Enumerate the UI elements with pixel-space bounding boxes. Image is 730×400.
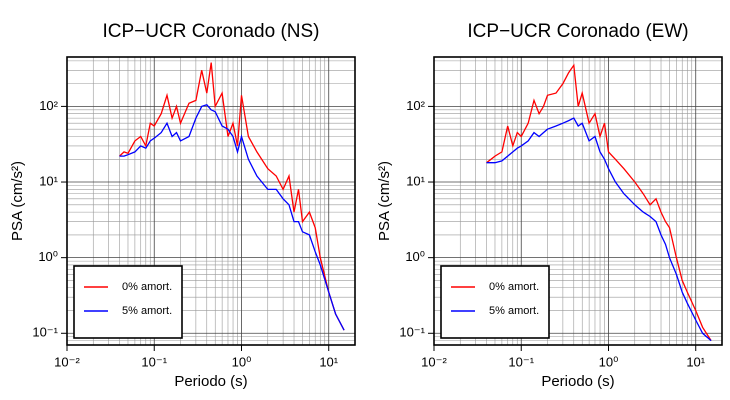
legend: 0% amort. 5% amort. [440,265,550,339]
x-axis-label: Periodo (s) [174,373,247,390]
x-tick-label: 10⁻¹ [141,354,167,369]
chart-title: ICP−UCR Coronado (NS) [103,21,320,42]
y-tick-label: 10² [39,98,58,113]
legend: 0% amort. 5% amort. [73,265,183,339]
x-tick-label: 10⁰ [232,354,252,369]
data-line [486,117,712,342]
legend-box [73,265,183,339]
data-line [119,62,345,331]
plot-frame [433,56,723,346]
chart: ICP−UCR Coronado (NS) 10⁻² 10⁻¹ 10⁰ 10¹ 10⁻¹ 1… [9,21,356,390]
data-line [119,104,345,331]
plot-frame [66,56,356,346]
chart: ICP−UCR Coronado (EW) 10⁻² 10⁻¹ 10⁰ 10¹ 10⁻¹ 1… [376,21,723,390]
x-tick-label: 10⁻¹ [508,354,534,369]
x-tick-label: 10⁰ [599,354,619,369]
y-tick-label: 10¹ [406,173,425,188]
data-line [486,63,712,341]
y-tick-label: 10⁻¹ [32,325,58,340]
y-tick-label: 10⁰ [38,249,58,264]
x-tick-label: 10⁻² [421,354,447,369]
y-axis-label: PSA (cm/s²) [376,161,393,241]
legend-label: 5% amort. [489,305,539,317]
y-tick-label: 10¹ [39,173,58,188]
legend-label: 5% amort. [122,305,172,317]
x-tick-label: 10¹ [686,354,705,369]
x-tick-label: 10⁻² [54,354,80,369]
x-tick-label: 10¹ [319,354,338,369]
legend-box [440,265,550,339]
y-tick-label: 10⁰ [405,249,425,264]
x-axis-label: Periodo (s) [541,373,614,390]
y-axis-label: PSA (cm/s²) [9,161,26,241]
legend-label: 0% amort. [489,281,539,293]
y-tick-label: 10⁻¹ [399,325,425,340]
chart-title: ICP−UCR Coronado (EW) [467,21,688,42]
y-tick-label: 10² [406,98,425,113]
legend-label: 0% amort. [122,281,172,293]
